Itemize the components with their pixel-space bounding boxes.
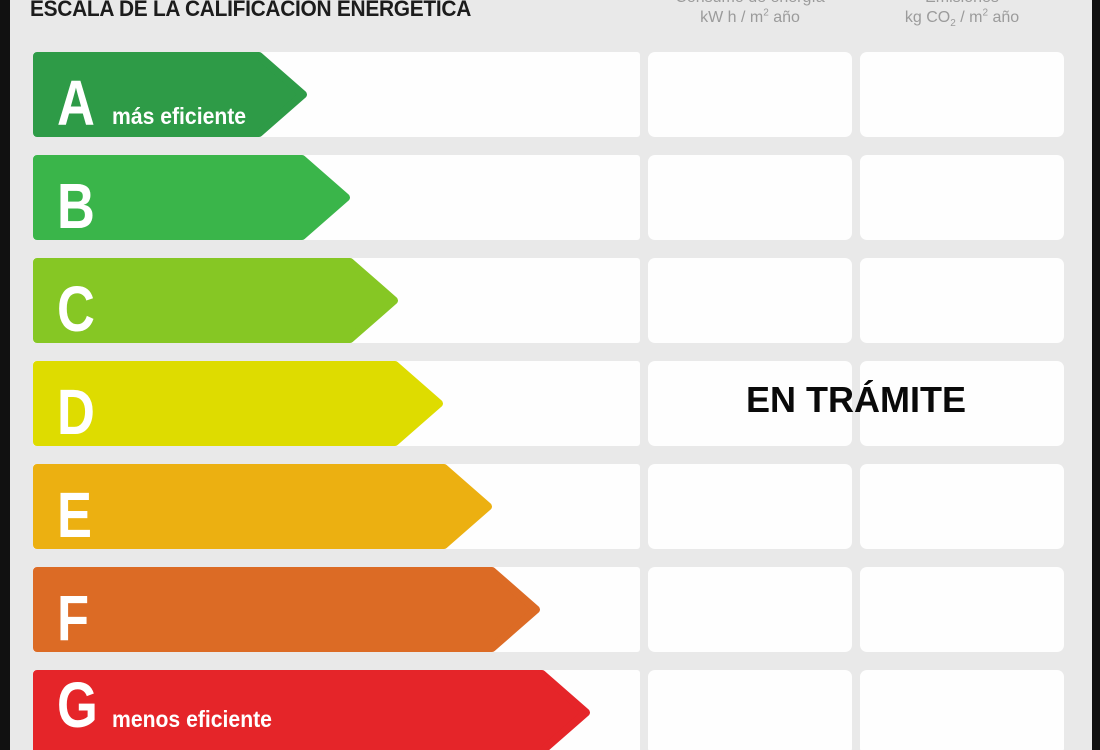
unit-text-part: 2 bbox=[950, 18, 956, 30]
energy-scale-row-b: B bbox=[0, 155, 1100, 240]
consumption-value-cell-b bbox=[648, 155, 852, 240]
unit-text-part: / m bbox=[955, 9, 983, 26]
grade-letter-a: A bbox=[57, 67, 95, 140]
unit-text-part: 2 bbox=[763, 7, 769, 19]
emissions-value-cell-e bbox=[860, 464, 1064, 549]
emissions-value-cell-d bbox=[860, 361, 1064, 446]
grade-letter-b: B bbox=[57, 170, 95, 243]
grade-arrow-g bbox=[33, 670, 590, 750]
emissions-header-line1: Emisiones bbox=[860, 0, 1064, 8]
grade-note-a: más eficiente bbox=[112, 103, 247, 129]
unit-text-part: año bbox=[988, 9, 1020, 26]
grade-arrow-b bbox=[33, 155, 350, 240]
grade-letter-c: C bbox=[57, 273, 95, 346]
energy-scale-row-d: D bbox=[0, 361, 1100, 446]
consumption-header-units: kW h / m2 año bbox=[648, 8, 852, 28]
emissions-value-cell-c bbox=[860, 258, 1064, 343]
grade-note-g: menos eficiente bbox=[112, 706, 272, 732]
status-en-tramite: EN TRÁMITE bbox=[746, 379, 966, 420]
consumption-value-cell-d bbox=[648, 361, 852, 446]
grade-arrow-f bbox=[33, 567, 540, 652]
unit-text-part: kW h / m bbox=[700, 9, 764, 26]
emissions-value-cell-f bbox=[860, 567, 1064, 652]
energy-scale-row-c: C bbox=[0, 258, 1100, 343]
consumption-value-cell-a bbox=[648, 52, 852, 137]
grade-arrow-d bbox=[33, 361, 443, 446]
emissions-value-cell-b bbox=[860, 155, 1064, 240]
emissions-column-header: Emisiones kg CO2 / m2 año bbox=[860, 0, 1064, 30]
consumption-header-line1: Consumo de energía bbox=[648, 0, 852, 8]
consumption-value-cell-c bbox=[648, 258, 852, 343]
emissions-header-units: kg CO2 / m2 año bbox=[860, 7, 1064, 30]
left-frame-border bbox=[0, 0, 10, 750]
grade-arrow-e bbox=[33, 464, 492, 549]
energy-scale-row-e: E bbox=[0, 464, 1100, 549]
emissions-value-cell-a bbox=[860, 52, 1064, 137]
page-title: ESCALA DE LA CALIFICACIÓN ENERGÉTICA bbox=[30, 0, 472, 21]
consumption-column-header: Consumo de energía kW h / m2 año bbox=[648, 0, 852, 28]
grade-arrow-a bbox=[33, 52, 307, 137]
emissions-value-cell-g bbox=[860, 670, 1064, 750]
consumption-value-cell-g bbox=[648, 670, 852, 750]
right-frame-border bbox=[1092, 0, 1100, 750]
consumption-value-cell-f bbox=[648, 567, 852, 652]
grade-letter-e: E bbox=[57, 479, 93, 552]
unit-text-part: 2 bbox=[982, 7, 988, 19]
grade-letter-g: G bbox=[57, 669, 98, 742]
grade-letter-f: F bbox=[57, 582, 90, 655]
grade-arrow-c bbox=[33, 258, 398, 343]
unit-text-part: año bbox=[768, 9, 800, 26]
unit-text-part: kg CO bbox=[904, 9, 951, 26]
consumption-value-cell-e bbox=[648, 464, 852, 549]
energy-scale-row-f: F bbox=[0, 567, 1100, 652]
grade-letter-d: D bbox=[57, 376, 95, 449]
